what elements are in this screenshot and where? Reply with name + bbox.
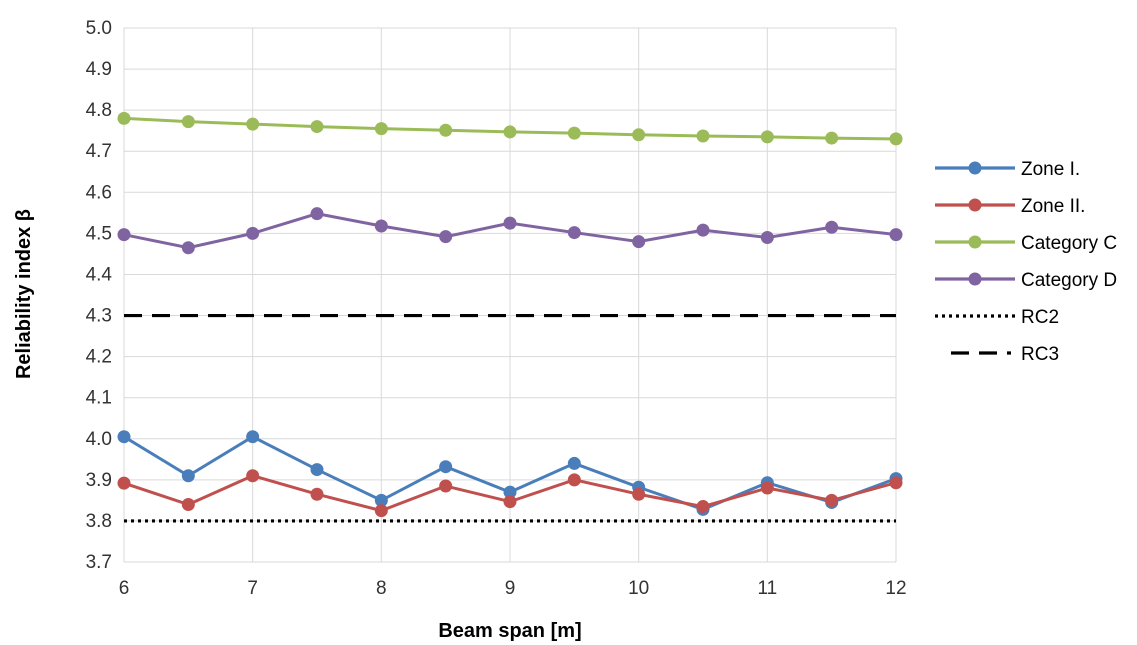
legend-item-zone-ii: Zone II. — [935, 196, 1085, 217]
data-point-zone-ii — [439, 479, 453, 493]
reference-lines — [124, 313, 896, 523]
legend-label-category-d: Category D — [1021, 270, 1117, 291]
y-tick-label: 4.6 — [86, 182, 112, 203]
y-tick-label: 4.3 — [86, 306, 112, 327]
data-point-category-c — [439, 123, 453, 137]
grid-lines — [123, 27, 897, 563]
data-point-category-c — [117, 111, 131, 125]
legend-marker-zone-i — [968, 161, 982, 175]
data-point-category-d — [374, 219, 388, 233]
data-point-zone-ii — [825, 493, 839, 507]
data-point-category-d — [760, 230, 774, 244]
series-category-d — [117, 207, 903, 255]
data-point-category-c — [825, 131, 839, 145]
legend-item-rc3: RC3 — [951, 344, 1059, 365]
data-point-zone-i — [310, 463, 324, 477]
data-point-category-d — [181, 241, 195, 255]
legend: Zone I. Zone II. Category C Category D RC2 RC… — [935, 159, 1117, 365]
y-tick-label: 3.9 — [86, 470, 112, 491]
data-point-zone-ii — [696, 500, 710, 514]
legend-label-category-c: Category C — [1021, 233, 1117, 254]
data-point-zone-i — [181, 469, 195, 483]
data-point-zone-ii — [246, 469, 260, 483]
x-tick-label: 12 — [885, 578, 906, 599]
legend-item-rc2: RC2 — [935, 307, 1059, 328]
data-point-category-d — [632, 235, 646, 249]
x-tick-label: 6 — [119, 578, 130, 599]
data-point-category-d — [696, 223, 710, 237]
data-point-category-c — [632, 128, 646, 142]
y-tick-label: 4.2 — [86, 347, 112, 368]
data-point-category-c — [567, 126, 581, 140]
data-point-category-c — [181, 115, 195, 129]
x-tick-label: 11 — [757, 578, 777, 599]
series-zone-ii — [117, 469, 903, 518]
data-point-category-c — [503, 125, 517, 139]
legend-label-zone-ii: Zone II. — [1021, 196, 1085, 217]
legend-item-category-c: Category C — [935, 233, 1117, 254]
y-axis-tick-labels: 3.7 3.8 3.9 4.0 4.1 4.2 4.3 4.4 4.5 4.6 4.7 4.8 4.9 5… — [86, 18, 113, 573]
data-series — [117, 111, 903, 518]
data-point-category-c — [310, 120, 324, 134]
series-category-c — [117, 111, 903, 146]
data-point-zone-i — [503, 485, 517, 499]
data-point-category-d — [825, 220, 839, 234]
data-point-category-c — [696, 129, 710, 143]
x-axis-tick-labels: 6 7 8 9 10 11 12 — [119, 578, 907, 599]
data-point-zone-ii — [760, 481, 774, 495]
legend-item-zone-i: Zone I. — [935, 159, 1080, 180]
legend-marker-zone-ii — [968, 198, 982, 212]
data-point-zone-ii — [181, 497, 195, 511]
legend-label-rc2: RC2 — [1021, 307, 1059, 328]
data-point-zone-ii — [503, 495, 517, 509]
y-axis-title: Reliability index β — [13, 209, 35, 379]
legend-marker-category-c — [968, 235, 982, 249]
y-tick-label: 4.4 — [86, 264, 113, 285]
data-point-category-d — [310, 207, 324, 221]
data-point-zone-ii — [374, 504, 388, 518]
data-point-category-d — [117, 228, 131, 242]
data-point-zone-i — [374, 493, 388, 507]
data-point-zone-i — [439, 460, 453, 474]
y-tick-label: 3.7 — [86, 552, 112, 573]
data-point-category-c — [246, 117, 260, 131]
x-axis-title: Beam span [m] — [438, 620, 581, 642]
y-tick-label: 4.9 — [86, 59, 112, 80]
legend-item-category-d: Category D — [935, 270, 1117, 291]
data-point-category-c — [889, 132, 903, 146]
y-tick-label: 4.0 — [86, 429, 112, 450]
x-tick-label: 9 — [505, 578, 516, 599]
y-tick-label: 4.5 — [86, 223, 112, 244]
data-point-zone-ii — [310, 487, 324, 501]
data-point-category-d — [889, 228, 903, 242]
data-point-category-d — [503, 216, 517, 230]
data-point-category-d — [439, 230, 453, 244]
x-tick-label: 7 — [247, 578, 258, 599]
data-point-zone-ii — [117, 476, 131, 490]
y-tick-label: 4.8 — [86, 100, 112, 121]
data-point-category-d — [246, 226, 260, 240]
y-tick-label: 5.0 — [86, 18, 112, 39]
x-tick-label: 10 — [628, 578, 649, 599]
legend-label-rc3: RC3 — [1021, 344, 1059, 365]
data-point-category-c — [374, 122, 388, 136]
data-point-zone-i — [246, 430, 260, 444]
data-point-zone-ii — [632, 487, 646, 501]
data-point-category-d — [567, 226, 581, 240]
data-point-zone-i — [567, 456, 581, 470]
x-tick-label: 8 — [376, 578, 387, 599]
legend-marker-category-d — [968, 272, 982, 286]
data-point-category-c — [760, 130, 774, 144]
y-tick-label: 3.8 — [86, 511, 112, 532]
data-point-zone-ii — [567, 473, 581, 487]
y-tick-label: 4.1 — [86, 388, 112, 409]
data-point-zone-i — [117, 430, 131, 444]
y-tick-label: 4.7 — [86, 141, 112, 162]
data-point-zone-ii — [889, 476, 903, 490]
legend-label-zone-i: Zone I. — [1021, 159, 1080, 180]
